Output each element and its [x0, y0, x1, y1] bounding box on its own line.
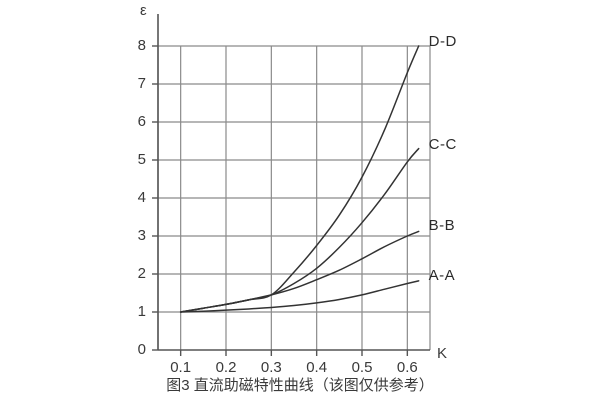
axis-lines: [157, 14, 430, 351]
x-axis-label: K: [437, 345, 448, 362]
x-tick-label: 0.5: [351, 359, 373, 376]
x-axis-ticks: [179, 350, 409, 356]
series-label-a-a: A-A: [428, 266, 456, 284]
y-tick-label: 7: [137, 75, 146, 92]
curve-d-d: [179, 45, 420, 313]
curve-b-b: [179, 230, 420, 313]
y-tick-label: 4: [137, 189, 146, 206]
y-axis-label: ε: [140, 2, 147, 19]
y-tick-label: 1: [137, 303, 146, 320]
y-tick-label: 0: [137, 341, 146, 358]
y-tick-label: 5: [137, 151, 146, 168]
horizontal-gridlines: [158, 45, 430, 313]
curve-a-a: [179, 280, 420, 313]
series-label-d-d: D-D: [428, 33, 457, 50]
x-tick-label: 0.1: [170, 359, 192, 376]
curve-c-c: [179, 147, 420, 313]
series-label-c-c: C-C: [428, 135, 457, 153]
series-label-b-b: B-B: [428, 217, 456, 235]
y-tick-label: 8: [137, 37, 146, 54]
x-tick-label: 0.3: [260, 359, 282, 376]
y-tick-label: 2: [137, 265, 146, 282]
x-tick-label: 0.6: [396, 359, 418, 376]
y-tick-label: 6: [137, 113, 146, 130]
data-curves: [179, 45, 420, 313]
x-tick-label: 0.2: [215, 359, 237, 376]
x-tick-label: 0.4: [306, 359, 328, 376]
figure-caption: 图3 直流助磁特性曲线（该图仅供参考）: [166, 377, 434, 394]
y-tick-label: 3: [137, 227, 146, 244]
y-axis-ticks: [152, 45, 158, 351]
